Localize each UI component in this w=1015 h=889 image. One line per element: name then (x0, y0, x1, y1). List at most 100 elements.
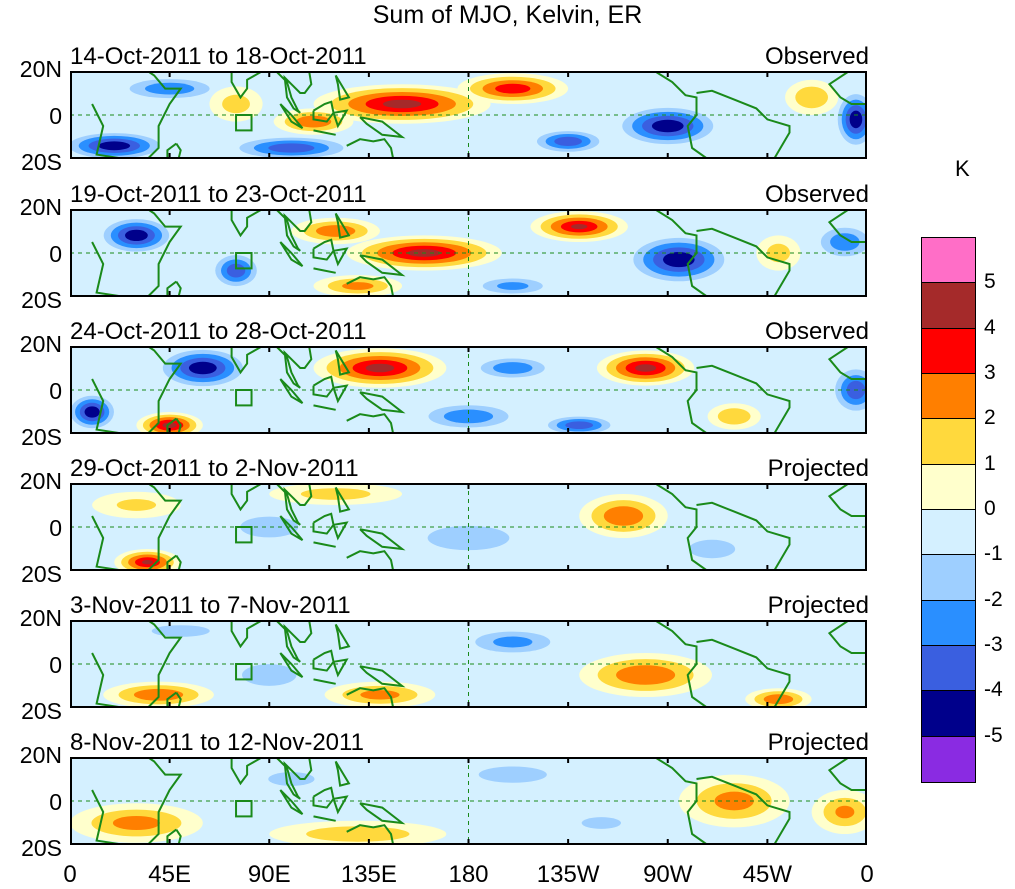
coastline (346, 687, 395, 708)
coastline (346, 276, 395, 297)
longitude-axis: 0 45E 90E 135E 180 135W 90W 45W 0 (0, 862, 1015, 889)
coastline (696, 775, 791, 845)
panel-date-range: 24-Oct-2011 to 28-Oct-2011 (70, 318, 367, 345)
coastline (275, 346, 313, 389)
coastline (334, 623, 351, 650)
coastline (359, 391, 406, 414)
coastline (91, 757, 183, 845)
panel-status: Observed (764, 318, 869, 345)
coastline (230, 757, 264, 786)
coastline (346, 413, 395, 434)
colorbar-label: 2 (984, 406, 996, 430)
coastline (91, 620, 183, 708)
latitude-label: 20S (21, 698, 62, 724)
anomaly-contour (596, 350, 695, 386)
colorbar-swatch (922, 464, 975, 510)
anomaly-contour (114, 549, 181, 571)
coastline (166, 691, 182, 708)
anomaly-contour (457, 73, 569, 104)
anomaly-contour (154, 346, 252, 390)
panel-status: Projected (767, 455, 869, 482)
coastline (334, 486, 351, 513)
anomaly-map (70, 209, 867, 297)
colorbar-label: 0 (984, 497, 996, 520)
region-box (235, 800, 253, 818)
region-box (235, 389, 253, 407)
colorbar-swatch (922, 283, 975, 329)
coastline (696, 501, 791, 571)
region-box (235, 252, 253, 270)
region-box (235, 663, 253, 681)
coastline (275, 757, 313, 800)
anomaly-contour (224, 134, 358, 159)
anomaly-contour (413, 401, 524, 432)
panel-status: Observed (764, 181, 869, 208)
panel-status: Observed (764, 43, 869, 70)
colorbar-label: -2 (984, 587, 1003, 611)
map-panel: 19-Oct-2011 to 23-Oct-2011 Observed 20N 0 20… (0, 182, 1015, 320)
coastline (346, 824, 395, 845)
coastline (91, 209, 183, 297)
coastline (653, 71, 709, 159)
colorbar-swatch (922, 373, 975, 420)
coastline (359, 528, 406, 551)
panel-status: Projected (767, 729, 869, 756)
longitude-label: 0 (63, 861, 77, 888)
anomaly-contour (324, 681, 436, 708)
coastline (696, 227, 791, 297)
anomaly-contour (457, 626, 569, 658)
coastline (827, 209, 867, 243)
anomaly-contour (125, 620, 237, 642)
colorbar (921, 237, 976, 783)
coastline (359, 116, 406, 139)
anomaly-contour (833, 88, 867, 151)
anomaly-map (70, 483, 867, 571)
coastline (166, 417, 182, 434)
coastline (653, 209, 709, 297)
colorbar-label: -1 (984, 542, 1003, 566)
latitude-label: 20S (21, 287, 62, 313)
anomaly-contour (269, 820, 447, 845)
colorbar-label: 3 (984, 361, 996, 384)
anomaly-contour (756, 235, 801, 271)
coastline (332, 795, 349, 815)
map-panel: 29-Oct-2011 to 2-Nov-2011 Projected 20N 0 20… (0, 456, 1015, 594)
latitude-label: 0 (49, 652, 62, 678)
colorbar-label: -4 (984, 678, 1003, 702)
anomaly-contour (468, 354, 558, 382)
coastline (332, 109, 349, 129)
coastline (166, 280, 182, 297)
coastline (696, 638, 791, 708)
coastline (230, 620, 264, 649)
anomaly-contour (209, 250, 263, 291)
panel-date-range: 8-Nov-2011 to 12-Nov-2011 (70, 729, 364, 756)
colorbar-swatch (922, 509, 975, 556)
anomaly-contour (96, 215, 177, 256)
colorbar-swatch (922, 691, 975, 737)
anomaly-map (70, 71, 867, 159)
coastline (332, 384, 349, 404)
colorbar-swatch (922, 736, 975, 782)
coastline (346, 138, 395, 159)
coastline (359, 665, 406, 688)
coastline (91, 71, 183, 159)
coastline (91, 483, 183, 571)
anomaly-map (70, 757, 867, 845)
colorbar-label: 4 (984, 315, 996, 339)
region-box (235, 526, 253, 544)
coastline (279, 515, 304, 542)
coastline (230, 483, 264, 512)
anomaly-contour (528, 128, 608, 155)
coastline (653, 757, 709, 845)
coastline (313, 267, 336, 274)
latitude-label: 20S (21, 149, 62, 175)
latitude-label: 20N (19, 194, 62, 220)
anomaly-contour (313, 348, 447, 388)
anomaly-contour (291, 217, 380, 245)
colorbar-swatch (922, 328, 975, 374)
longitude-label: 135E (340, 861, 397, 888)
latitude-label: 20N (19, 742, 62, 768)
panel-date-range: 14-Oct-2011 to 18-Oct-2011 (70, 43, 367, 70)
coastline (334, 349, 351, 376)
colorbar-unit: K (955, 156, 970, 181)
